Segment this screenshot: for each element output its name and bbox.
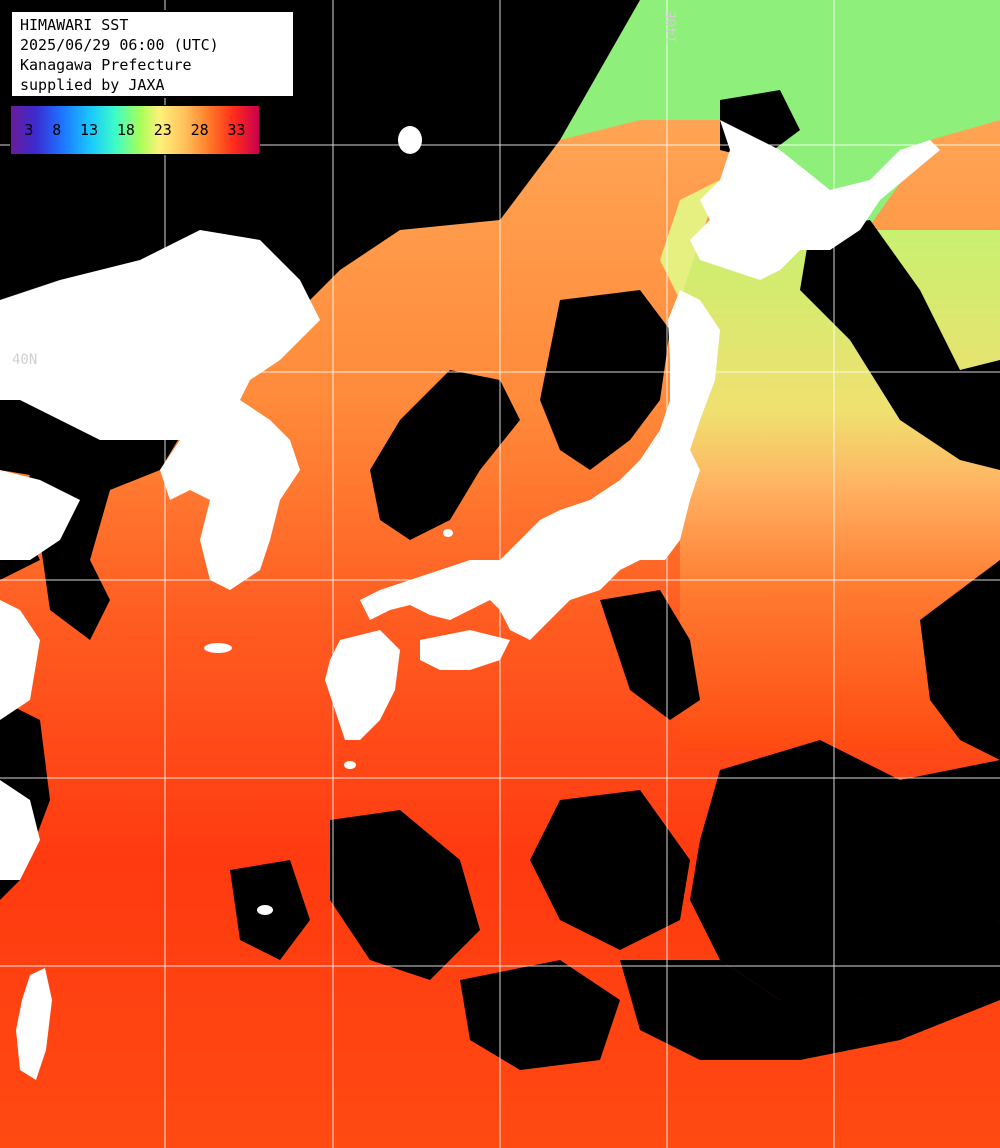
land [0, 120, 940, 1080]
latitude-label-40n: 40N [12, 352, 38, 368]
title-line-region: Kanagawa Prefecture [20, 56, 192, 74]
legend-tick-33: 33 [227, 121, 246, 139]
legend-tick-8: 8 [52, 121, 62, 139]
legend-tick-13: 13 [80, 121, 99, 139]
legend-tick-labels: 3 8 13 18 23 28 33 [11, 106, 259, 154]
legend-tick-3: 3 [24, 121, 34, 139]
map-title-box: HIMAWARI SST 2025/06/29 06:00 (UTC) Kana… [10, 10, 295, 98]
legend-tick-28: 28 [190, 121, 209, 139]
title-line-datetime: 2025/06/29 06:00 (UTC) [20, 36, 219, 54]
title-line-supplier: supplied by JAXA [20, 76, 165, 94]
temperature-color-legend: 3 8 13 18 23 28 33 [10, 105, 260, 155]
legend-tick-23: 23 [153, 121, 172, 139]
longitude-label-140e: 140E [664, 10, 680, 44]
title-line-product: HIMAWARI SST [20, 16, 129, 34]
legend-tick-18: 18 [116, 121, 135, 139]
